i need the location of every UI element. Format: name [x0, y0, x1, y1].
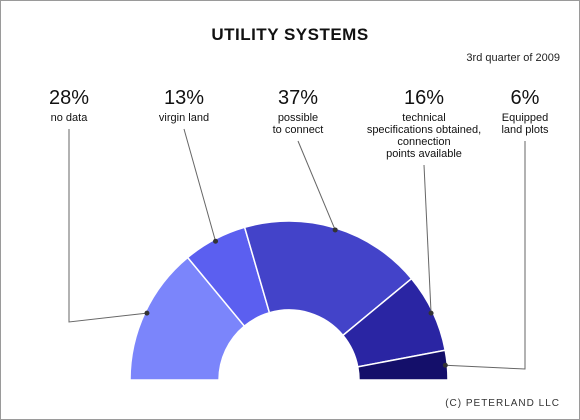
- leader-line-4: [423, 164, 432, 314]
- copyright: (C) PETERLAND LLC: [445, 398, 560, 409]
- slice-label-5-line-2: land plots: [501, 124, 549, 136]
- leader-dot-1: [144, 310, 150, 316]
- slice-label-3-line-2: to connect: [273, 124, 324, 136]
- chart-subtitle: 3rd quarter of 2009: [466, 52, 560, 64]
- leader-dot-5: [442, 362, 448, 368]
- slice-5: [356, 349, 449, 381]
- slice-value-label-5: 6%: [511, 87, 540, 109]
- chart-title: UTILITY SYSTEMS: [211, 25, 369, 44]
- leader-line-5: [445, 141, 526, 370]
- slice-label-4-line-1: technical: [402, 112, 445, 124]
- slice-value-label-3: 37%: [278, 87, 318, 109]
- slice-label-3-line-1: possible: [278, 112, 318, 124]
- slice-value-label-4: 16%: [404, 87, 444, 109]
- slice-label-1-line-1: no data: [51, 112, 89, 124]
- leader-dot-3: [332, 227, 338, 233]
- slice-value-label-2: 13%: [164, 87, 204, 109]
- leader-line-1: [68, 129, 147, 323]
- slice-3: [243, 220, 413, 337]
- leader-line-3: [297, 140, 336, 231]
- leader-dot-4: [428, 310, 434, 316]
- slice-label-4-line-3: connection: [397, 136, 450, 148]
- slice-label-5-line-1: Equipped: [502, 112, 549, 124]
- leader-line-2: [183, 128, 217, 242]
- slice-label-4-line-2: specifications obtained,: [367, 124, 481, 136]
- leader-dot-2: [213, 238, 219, 244]
- slice-label-2-line-1: virgin land: [159, 112, 209, 124]
- slice-label-4-line-4: points available: [386, 148, 462, 160]
- slice-value-label-1: 28%: [49, 87, 89, 109]
- slice-1: [129, 256, 246, 381]
